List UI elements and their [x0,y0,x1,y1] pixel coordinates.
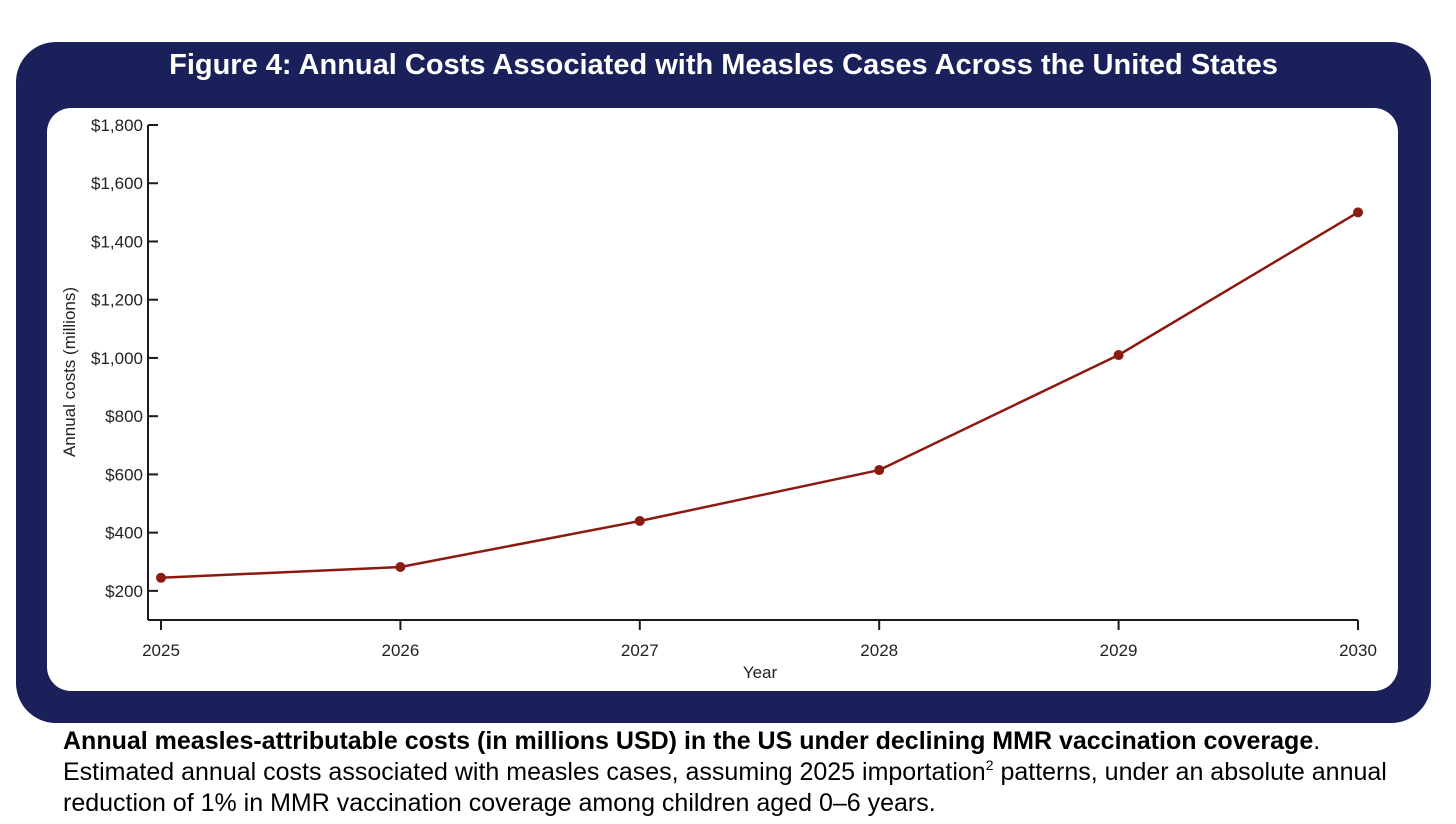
data-point [634,516,645,526]
plot-panel [47,108,1398,691]
y-tick-label: $1,600 [91,174,143,193]
y-tick-label: $400 [105,524,143,543]
caption-text: . Estimated annual costs associated with… [63,727,1321,786]
caption-text-end: patterns, under an absolute annual reduc… [63,758,1387,817]
y-tick-label: $1,000 [91,349,143,368]
x-tick-label: 2029 [1100,641,1138,660]
y-tick-label: $1,800 [91,116,143,135]
data-point [156,572,166,583]
x-axis-ticks: 2025 2026 2027 2028 2029 2030 [142,620,1377,660]
y-axis-ticks: $200 $400 $600 $800 $1,000 $1,200 $1,400 $1,600… [91,116,158,601]
x-tick-label: 2026 [381,641,419,660]
data-point [1113,350,1124,361]
y-tick-label: $200 [105,582,143,601]
chart-axes [147,125,1358,621]
caption-footnote-ref: 2 [985,757,994,773]
caption-bold-lead: Annual measles-attributable costs (in mi… [63,727,1314,755]
figure-title: Figure 4: Annual Costs Associated with M… [169,49,1278,81]
y-tick-label: $800 [105,407,143,426]
x-tick-label: 2028 [860,641,898,660]
x-tick-label: 2025 [142,641,180,660]
x-tick-label: 2030 [1339,641,1377,660]
data-series [156,207,1363,583]
data-point [395,562,406,573]
series-line [160,211,1359,580]
data-point [874,465,885,476]
figure-caption: Annual measles-attributable costs (in mi… [63,726,1433,819]
y-tick-label: $600 [105,465,143,484]
y-axis-title: Annual costs (millions) [60,287,79,457]
y-tick-label: $1,400 [91,232,143,251]
y-tick-label: $1,200 [91,291,143,310]
data-point [1353,207,1363,218]
x-axis-title: Year [743,663,778,682]
x-tick-label: 2027 [621,641,659,660]
